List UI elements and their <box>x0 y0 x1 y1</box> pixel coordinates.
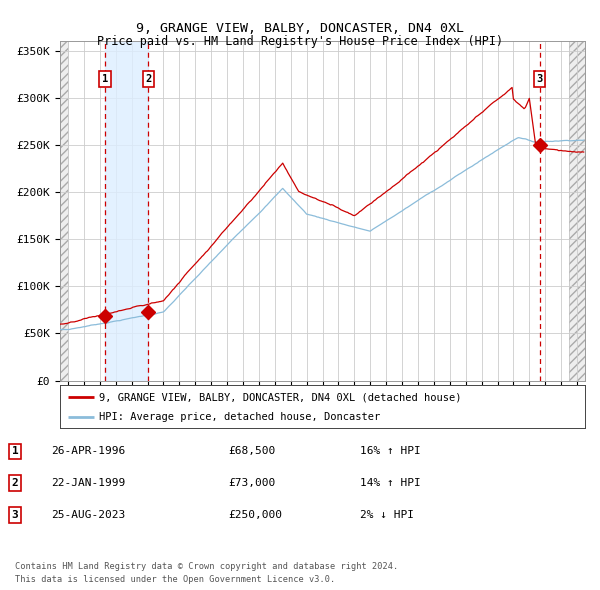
Text: 3: 3 <box>11 510 19 520</box>
Text: 14% ↑ HPI: 14% ↑ HPI <box>360 478 421 488</box>
Text: Price paid vs. HM Land Registry's House Price Index (HPI): Price paid vs. HM Land Registry's House … <box>97 35 503 48</box>
Text: 1: 1 <box>102 74 108 84</box>
Bar <box>60 41 68 381</box>
Text: 26-APR-1996: 26-APR-1996 <box>51 447 125 456</box>
Text: HPI: Average price, detached house, Doncaster: HPI: Average price, detached house, Donc… <box>100 412 380 422</box>
Text: 2: 2 <box>145 74 152 84</box>
Text: £73,000: £73,000 <box>228 478 275 488</box>
Bar <box>569 41 585 381</box>
Text: 2: 2 <box>11 478 19 488</box>
Text: £68,500: £68,500 <box>228 447 275 456</box>
Text: 2% ↓ HPI: 2% ↓ HPI <box>360 510 414 520</box>
Bar <box>105 41 148 381</box>
Text: 9, GRANGE VIEW, BALBY, DONCASTER, DN4 0XL: 9, GRANGE VIEW, BALBY, DONCASTER, DN4 0X… <box>136 22 464 35</box>
Text: 9, GRANGE VIEW, BALBY, DONCASTER, DN4 0XL (detached house): 9, GRANGE VIEW, BALBY, DONCASTER, DN4 0X… <box>100 392 462 402</box>
Text: 16% ↑ HPI: 16% ↑ HPI <box>360 447 421 456</box>
Text: 25-AUG-2023: 25-AUG-2023 <box>51 510 125 520</box>
Text: Contains HM Land Registry data © Crown copyright and database right 2024.: Contains HM Land Registry data © Crown c… <box>15 562 398 571</box>
Text: 22-JAN-1999: 22-JAN-1999 <box>51 478 125 488</box>
Text: 3: 3 <box>536 74 543 84</box>
Text: £250,000: £250,000 <box>228 510 282 520</box>
Text: 1: 1 <box>11 447 19 456</box>
Text: This data is licensed under the Open Government Licence v3.0.: This data is licensed under the Open Gov… <box>15 575 335 584</box>
